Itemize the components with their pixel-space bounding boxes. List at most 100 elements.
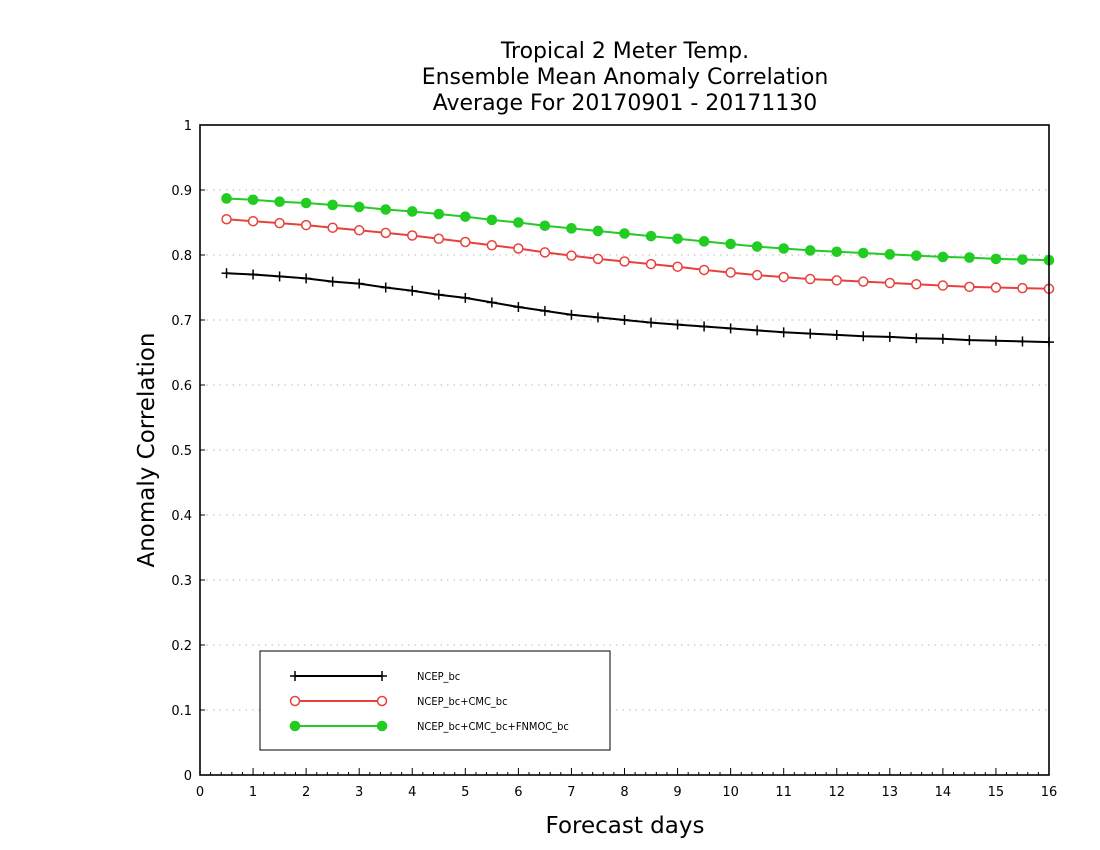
y-tick-label-5: 0.5 [171,444,192,459]
x-tick-label-0: 0 [196,785,204,800]
chart-title: Tropical 2 Meter Temp. [500,39,749,64]
series-0-point-20 [752,325,763,336]
series-2-point-3 [300,197,312,209]
x-tick-label-1: 1 [249,785,257,800]
legend-marker-start-2 [289,720,301,732]
series-0-point-14 [592,312,603,323]
series-1-point-28 [964,281,975,293]
series-2-point-26 [911,250,922,261]
series-2-point-18 [698,236,710,247]
series-line-1 [226,218,1050,290]
series-line-0 [226,272,1050,344]
series-2-point-22 [804,245,816,256]
axes: 00.10.20.30.40.50.60.70.80.910 1 2 3 4 5 6 7 8 9 1… [171,119,1057,800]
series-0-point-27 [937,333,948,344]
series-2-point-25 [884,249,896,260]
series-0-point-4 [327,276,338,287]
series-2-point-27 [937,251,949,263]
series-0-point-6 [380,282,391,293]
series-0-point-3 [301,273,312,284]
series-1-point-30 [1017,282,1028,294]
series-1-point-5 [353,225,365,236]
series-1-point-7 [407,230,418,241]
series-0-point-16 [646,317,657,328]
series-0-point-19 [725,323,736,334]
y-axis-title: Anomaly Correlation [134,332,160,567]
series-1-point-2 [274,217,285,229]
series-1-point-15 [619,256,630,267]
series-0-point-23 [831,329,842,340]
series-1-point-16 [645,258,657,270]
legend-entry-0: NCEP_bc [290,670,460,683]
x-tick-label-8: 8 [620,785,628,800]
series-2-point-12 [539,220,551,232]
series-1-point-21 [778,271,789,283]
series-1-point-9 [460,236,471,248]
series-1-point-17 [672,261,683,272]
series-2-point-13 [566,223,577,234]
x-tick-label-13: 13 [882,785,899,800]
series-0-point-0 [221,268,232,279]
x-tick-label-14: 14 [935,785,952,800]
series-2-point-1 [247,194,259,206]
series-1-point-26 [911,279,922,290]
legend-label-1: NCEP_bc+CMC_bc [417,695,508,708]
legend-entry-1: NCEP_bc+CMC_bc [289,695,508,708]
series-2-point-30 [1017,254,1028,265]
series-0-point-30 [1017,336,1028,347]
series-0-point-17 [672,319,683,330]
series-0-point-29 [990,335,1001,346]
series-1-point-19 [725,267,736,278]
series-0-point-12 [539,305,550,316]
series-0-point-8 [433,289,444,300]
x-axis-title: Forecast days [546,813,705,839]
series-2-point-29 [990,253,1002,265]
series-2-point-17 [672,233,683,245]
series-2-point-11 [513,217,524,228]
x-tick-label-6: 6 [514,785,522,800]
series-0-point-24 [858,331,869,342]
series-0-point-5 [354,278,365,289]
series-1-point-1 [247,215,259,227]
y-tick-label-8: 0.8 [171,249,192,264]
legend-label-2: NCEP_bc+CMC_bc+FNMOC_bc [417,720,569,733]
y-tick-label-10: 1 [184,119,192,134]
series-1 [221,214,1055,295]
legend-label-0: NCEP_bc [417,670,460,683]
legend-entry-2: NCEP_bc+CMC_bc+FNMOC_bc [289,720,569,733]
series-2-point-24 [857,247,869,259]
series-1-point-14 [592,253,604,265]
series-0-point-15 [619,315,630,325]
series-2-point-6 [380,204,392,215]
legend-marker-end-1 [376,695,388,707]
series-2-point-9 [460,211,471,222]
x-tick-label-12: 12 [828,785,845,800]
y-tick-label-1: 0.1 [171,704,192,719]
x-tick-label-3: 3 [355,785,363,800]
series-2-point-15 [619,228,630,239]
series-1-point-20 [751,269,763,281]
series-0-point-21 [778,327,789,338]
y-tick-label-9: 0.9 [171,184,192,199]
legend: NCEP_bc NCEP_bc+CMC_bc NCEP_bc+CMC_bc+FNMO… [259,650,611,751]
x-tick-label-15: 15 [988,785,1005,800]
x-tick-label-11: 11 [775,785,792,800]
series-layer [221,193,1055,348]
series-0-point-2 [274,271,285,282]
series-1-point-27 [937,280,949,291]
x-tick-label-10: 10 [722,785,739,800]
series-1-point-0 [221,214,232,225]
x-tick-label-9: 9 [673,785,681,800]
series-0-point-22 [805,328,816,339]
series-0-point-28 [964,335,975,346]
series-1-point-6 [380,227,391,239]
x-tick-label-4: 4 [408,785,416,800]
legend-marker-start-0 [290,671,300,681]
series-1-point-25 [884,277,896,289]
series-2-point-21 [778,243,789,254]
series-2-point-28 [964,252,975,263]
series-2-point-7 [406,206,418,217]
series-2-point-23 [831,246,843,258]
series-1-point-8 [433,233,445,244]
